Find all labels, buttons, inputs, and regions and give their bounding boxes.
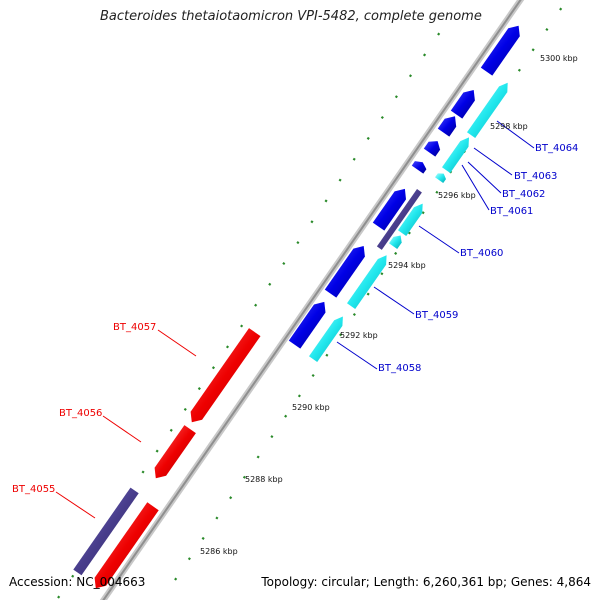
gene-label-bt-4058[interactable]: BT_4058 xyxy=(378,363,421,374)
label-leaders xyxy=(55,120,535,519)
gene-label-bt-4061[interactable]: BT_4061 xyxy=(490,206,533,217)
outer-tick-0 xyxy=(174,577,178,581)
inner-tick-7 xyxy=(155,449,159,453)
inner-tick-17 xyxy=(296,241,300,245)
gene-label-bt-4057[interactable]: BT_4057 xyxy=(113,322,156,333)
outer-tick-10 xyxy=(311,373,315,378)
outer-tick-17 xyxy=(407,231,411,235)
outer-tick-7 xyxy=(270,435,274,439)
outer-tick-2 xyxy=(201,536,205,540)
tick-label-5286: 5286 kbp xyxy=(200,547,238,556)
gene-label-bt-4055[interactable]: BT_4055 xyxy=(12,484,55,495)
gene-label-bt-4063[interactable]: BT_4063 xyxy=(514,171,557,182)
outer-tick-3 xyxy=(215,516,219,520)
reverse-cds-0[interactable] xyxy=(190,328,261,423)
inner-tick-16 xyxy=(282,261,286,266)
outer-tick-16 xyxy=(394,251,398,255)
forward-cds-6[interactable] xyxy=(450,90,475,119)
forward-cds-0[interactable] xyxy=(288,301,326,349)
outer-tick-15 xyxy=(380,272,384,276)
forward-cds-1[interactable] xyxy=(324,246,365,298)
forward-cds-5[interactable] xyxy=(437,116,457,137)
outer-tick-4 xyxy=(229,496,233,500)
inner-tick-12 xyxy=(225,345,230,349)
reverse-cds-1[interactable] xyxy=(154,425,196,479)
gene-label-bt-4059[interactable]: BT_4059 xyxy=(415,310,458,321)
tick-label-5288: 5288 kbp xyxy=(245,475,283,484)
gene-label-bt-4064[interactable]: BT_4064 xyxy=(535,143,578,154)
outer-tick-26 xyxy=(531,48,535,52)
outer-tick-11 xyxy=(325,353,329,357)
inner-tick-23 xyxy=(380,115,384,120)
inner-tick-14 xyxy=(254,303,258,307)
inner-tick-8 xyxy=(169,428,173,432)
outer-tick-9 xyxy=(297,394,301,398)
reverse-cds-2[interactable] xyxy=(94,502,159,589)
tick-label-5300: 5300 kbp xyxy=(540,54,578,63)
gene-label-bt-4056[interactable]: BT_4056 xyxy=(59,408,102,419)
tick-label-5296: 5296 kbp xyxy=(438,191,476,200)
tick-label-5298: 5298 kbp xyxy=(490,122,528,131)
outer-tick-14 xyxy=(366,292,370,296)
outer-tick-18 xyxy=(421,211,425,215)
gene-label-bt-4062[interactable]: BT_4062 xyxy=(502,189,545,200)
forward-feature-1[interactable] xyxy=(347,255,387,309)
outer-tick-5 xyxy=(242,475,246,479)
outer-tick-28 xyxy=(559,7,563,11)
tick-label-5294: 5294 kbp xyxy=(388,261,426,270)
inner-tick-0 xyxy=(57,595,61,599)
backbone-line-inner xyxy=(102,0,522,600)
gene-features xyxy=(73,25,520,589)
genome-summary-text: Topology: circular; Length: 6,260,361 bp… xyxy=(261,575,591,589)
inner-tick-24 xyxy=(394,95,398,99)
inner-tick-10 xyxy=(197,387,201,391)
map-title: Bacteroides thetaiotaomicron VPI-5482, c… xyxy=(100,9,482,24)
inner-tick-6 xyxy=(141,470,145,474)
forward-feature-4[interactable] xyxy=(435,173,446,183)
gene-label-bt-4060[interactable]: BT_4060 xyxy=(460,248,503,259)
forward-cds-3[interactable] xyxy=(411,161,427,174)
tick-label-5292: 5292 kbp xyxy=(340,331,378,340)
forward-feature-3[interactable] xyxy=(398,203,423,236)
forward-feature-6[interactable] xyxy=(467,82,508,138)
inner-tick-19 xyxy=(324,199,328,203)
inner-tick-18 xyxy=(310,220,314,224)
outer-tick-1 xyxy=(187,557,191,561)
forward-cds-2[interactable] xyxy=(372,188,406,231)
inner-tick-1 xyxy=(71,574,75,578)
inner-tick-21 xyxy=(352,157,356,161)
tick-label-5290: 5290 kbp xyxy=(292,403,330,412)
reverse-feature-low[interactable] xyxy=(73,487,139,576)
inner-tick-20 xyxy=(338,178,342,182)
inner-tick-13 xyxy=(240,324,244,328)
outer-tick-27 xyxy=(545,27,549,32)
outer-tick-25 xyxy=(517,68,521,72)
tick-dots xyxy=(57,7,563,599)
outer-tick-6 xyxy=(256,455,260,459)
forward-feature-2[interactable] xyxy=(389,235,402,250)
accession-text: Accession: NC_004663 xyxy=(9,575,146,589)
inner-tick-11 xyxy=(211,366,215,370)
inner-tick-26 xyxy=(422,53,427,57)
outer-tick-13 xyxy=(352,312,356,317)
inner-tick-25 xyxy=(408,74,413,78)
reverse-feature-mid[interactable] xyxy=(376,189,422,250)
outer-tick-8 xyxy=(284,414,288,418)
forward-feature-5[interactable] xyxy=(442,137,469,173)
outer-tick-12 xyxy=(339,333,343,337)
inner-tick-9 xyxy=(183,407,187,411)
forward-feature-0[interactable] xyxy=(309,316,343,363)
inner-tick-15 xyxy=(268,282,272,286)
forward-cds-4[interactable] xyxy=(423,141,441,157)
forward-cds-7[interactable] xyxy=(480,25,520,76)
inner-tick-22 xyxy=(366,136,370,140)
inner-tick-27 xyxy=(437,32,441,36)
outer-tick-19 xyxy=(435,190,439,194)
